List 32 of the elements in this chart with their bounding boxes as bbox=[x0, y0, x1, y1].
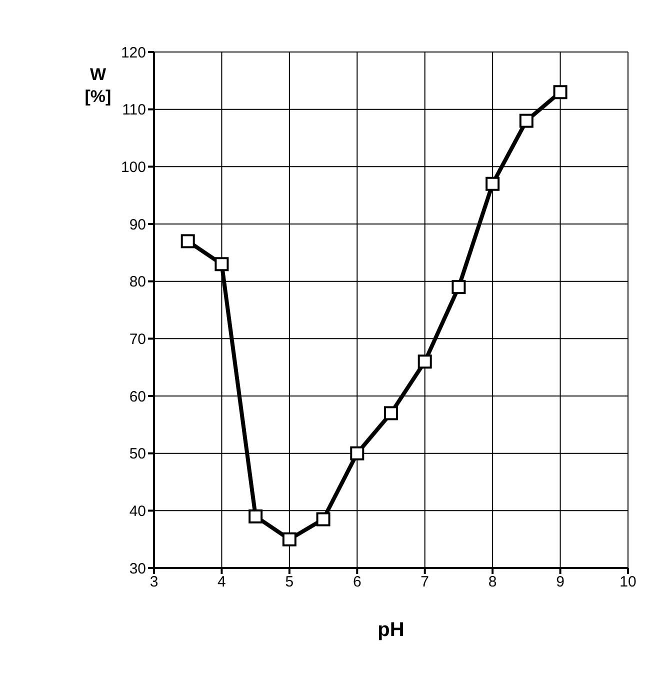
x-tick-label: 3 bbox=[150, 574, 158, 591]
y-tick-label: 100 bbox=[120, 158, 146, 176]
point bbox=[248, 509, 263, 524]
point bbox=[519, 114, 534, 128]
x-tick-label: 7 bbox=[420, 574, 430, 591]
point bbox=[553, 85, 568, 100]
point bbox=[350, 446, 364, 460]
y-tick-label: 80 bbox=[129, 274, 146, 291]
x-tick-label: 10 bbox=[620, 574, 636, 591]
point bbox=[180, 234, 195, 248]
point bbox=[418, 354, 432, 369]
y-axis-title: W [%] bbox=[84, 64, 112, 108]
point bbox=[486, 176, 500, 191]
y-tick-label: 40 bbox=[129, 502, 146, 520]
y-tick-label: 70 bbox=[129, 330, 146, 348]
x-tick-label: 8 bbox=[488, 574, 497, 591]
x-tick-label: 5 bbox=[285, 574, 294, 591]
point bbox=[282, 532, 296, 546]
point bbox=[316, 512, 330, 526]
point bbox=[384, 406, 398, 420]
y-tick-label: 60 bbox=[129, 388, 146, 406]
x-axis-title: pH bbox=[378, 619, 404, 641]
y-tick-label: 30 bbox=[129, 560, 146, 578]
point bbox=[214, 257, 229, 272]
x-tick-label: 9 bbox=[556, 574, 564, 591]
y-tick-label: 110 bbox=[122, 102, 146, 119]
x-tick-label: 6 bbox=[352, 574, 362, 591]
y-tick-label: 120 bbox=[120, 44, 146, 62]
y-tick-label: 90 bbox=[129, 216, 146, 234]
y-tick-label: 50 bbox=[129, 446, 146, 463]
x-tick-label: 4 bbox=[218, 574, 226, 591]
point bbox=[452, 280, 466, 294]
